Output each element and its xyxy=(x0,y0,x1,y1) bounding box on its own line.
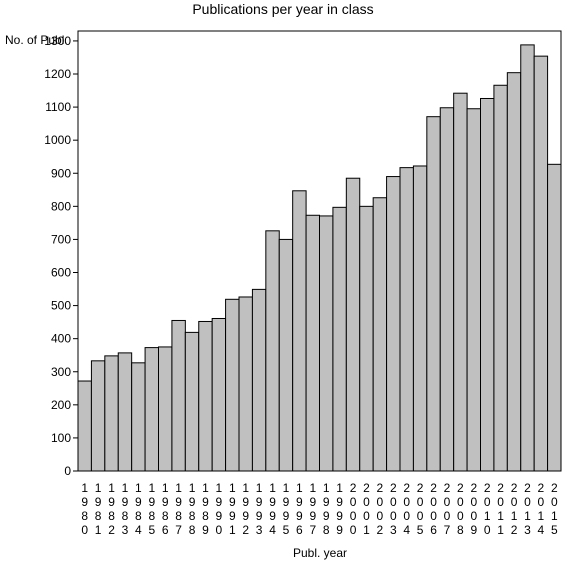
bar-1987 xyxy=(171,319,186,472)
bar-2008 xyxy=(453,92,468,472)
bar-1994 xyxy=(265,230,280,472)
y-tick-label: 1200 xyxy=(44,67,71,81)
y-tick-label: 1100 xyxy=(45,100,71,114)
x-axis: 1 9 8 0 1 9 8 1 1 9 8 2 1 9 8 3 1 9 8 4 1 9 8 5 1 9 8 6 1 9 8 7 1 9 8 8 1 9 8 9… xyxy=(81,481,558,537)
bar-1999 xyxy=(332,206,347,472)
bar-2009 xyxy=(466,108,481,472)
bars-group xyxy=(77,44,562,472)
bar-1981 xyxy=(90,360,106,472)
y-tick-label: 300 xyxy=(51,365,71,379)
bar-2000 xyxy=(345,177,361,472)
bar-2012 xyxy=(506,72,522,472)
bar-2013 xyxy=(520,44,535,472)
bar-2011 xyxy=(493,84,508,472)
bar-1982 xyxy=(104,355,119,472)
y-tick-label: 1000 xyxy=(44,133,71,147)
x-axis-label: Publ. year xyxy=(293,546,347,560)
bar-1980 xyxy=(77,380,92,472)
bar-2015 xyxy=(547,163,562,472)
y-tick-label: 400 xyxy=(51,332,71,346)
bar-2004 xyxy=(399,167,414,472)
y-tick-label: 800 xyxy=(51,199,71,213)
y-axis: 0 100 200 300 400 500 600 700 800 900 1000 1100 1200… xyxy=(44,34,78,478)
bar-2006 xyxy=(426,116,441,472)
y-tick-label: 900 xyxy=(51,166,71,180)
bar-1988 xyxy=(184,331,200,472)
bar-1990 xyxy=(211,317,227,472)
y-tick-label: 500 xyxy=(51,299,71,313)
bar-2014 xyxy=(533,55,549,472)
y-tick-label: 200 xyxy=(51,398,71,412)
bar-1983 xyxy=(117,352,133,472)
chart-title: Publications per year in class xyxy=(192,1,373,17)
bar-1996 xyxy=(292,190,307,472)
bar-1998 xyxy=(319,215,334,472)
plot-frame xyxy=(77,30,562,472)
y-tick-label: 600 xyxy=(51,266,71,280)
bar-2001 xyxy=(359,205,374,472)
bar-1997 xyxy=(305,214,320,472)
y-tick-label: 1300 xyxy=(44,34,71,48)
y-tick-label: 0 xyxy=(64,464,71,478)
bar-1995 xyxy=(278,238,294,472)
bar-1984 xyxy=(131,362,146,472)
bar-1986 xyxy=(158,346,173,472)
bar-1993 xyxy=(251,288,267,472)
bar-2003 xyxy=(386,176,401,472)
bar-1992 xyxy=(238,296,253,472)
bar-2007 xyxy=(439,107,455,472)
y-tick-label: 700 xyxy=(51,232,71,246)
bar-2002 xyxy=(372,197,388,472)
y-tick-label: 100 xyxy=(51,431,71,445)
bar-1985 xyxy=(144,347,160,472)
bar-1989 xyxy=(198,320,213,472)
bar-2010 xyxy=(480,97,495,472)
bar-1991 xyxy=(225,298,240,472)
bar-2005 xyxy=(412,165,428,472)
y-axis-label: No. of Publ. xyxy=(5,33,68,47)
